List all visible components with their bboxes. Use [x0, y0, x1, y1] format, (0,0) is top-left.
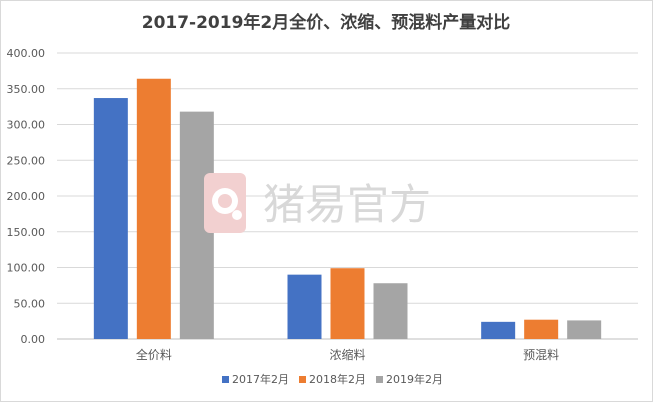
pig-logo-icon	[204, 173, 246, 233]
x-category-label: 浓缩料	[329, 347, 365, 362]
y-tick-label: 50.00	[14, 297, 46, 310]
y-tick-label: 100.00	[7, 262, 46, 275]
y-tick-label: 150.00	[7, 226, 46, 239]
legend-swatch	[222, 376, 229, 383]
bar	[93, 98, 128, 339]
watermark-text: 猪易官方	[263, 180, 431, 229]
bar	[567, 320, 602, 339]
legend-label: 2017年2月	[232, 372, 289, 386]
y-tick-label: 200.00	[7, 190, 46, 203]
x-category-label: 全价料	[136, 347, 172, 362]
y-tick-label: 300.00	[7, 119, 46, 132]
bar	[330, 268, 365, 339]
y-tick-label: 350.00	[7, 83, 46, 96]
x-axis-categories: 全价料 浓缩料 预混料	[136, 347, 559, 362]
x-category-label: 预混料	[523, 348, 559, 362]
y-tick-label: 400.00	[7, 47, 46, 60]
legend-swatch	[299, 376, 306, 383]
chart-title: 2017-2019年2月全价、浓缩、预混料产量对比	[142, 12, 511, 33]
legend-swatch	[376, 376, 383, 383]
bar	[481, 321, 516, 339]
legend-label: 2019年2月	[386, 372, 443, 386]
bar	[373, 283, 408, 339]
y-tick-label: 0.00	[21, 333, 46, 346]
bar	[524, 319, 559, 339]
legend-label: 2018年2月	[309, 372, 366, 386]
legend: 2017年2月 2018年2月 2019年2月	[222, 372, 443, 386]
watermark: 猪易官方	[204, 173, 431, 233]
bar	[287, 274, 322, 339]
y-axis-ticks: 0.00 50.00 100.00 150.00 200.00 250.00 300.00 3…	[7, 47, 46, 346]
bar	[136, 78, 171, 340]
y-tick-label: 250.00	[7, 154, 46, 167]
